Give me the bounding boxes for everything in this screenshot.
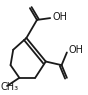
Text: OH: OH bbox=[69, 45, 84, 55]
Text: OH: OH bbox=[53, 12, 68, 22]
Text: CH₃: CH₃ bbox=[1, 82, 19, 92]
